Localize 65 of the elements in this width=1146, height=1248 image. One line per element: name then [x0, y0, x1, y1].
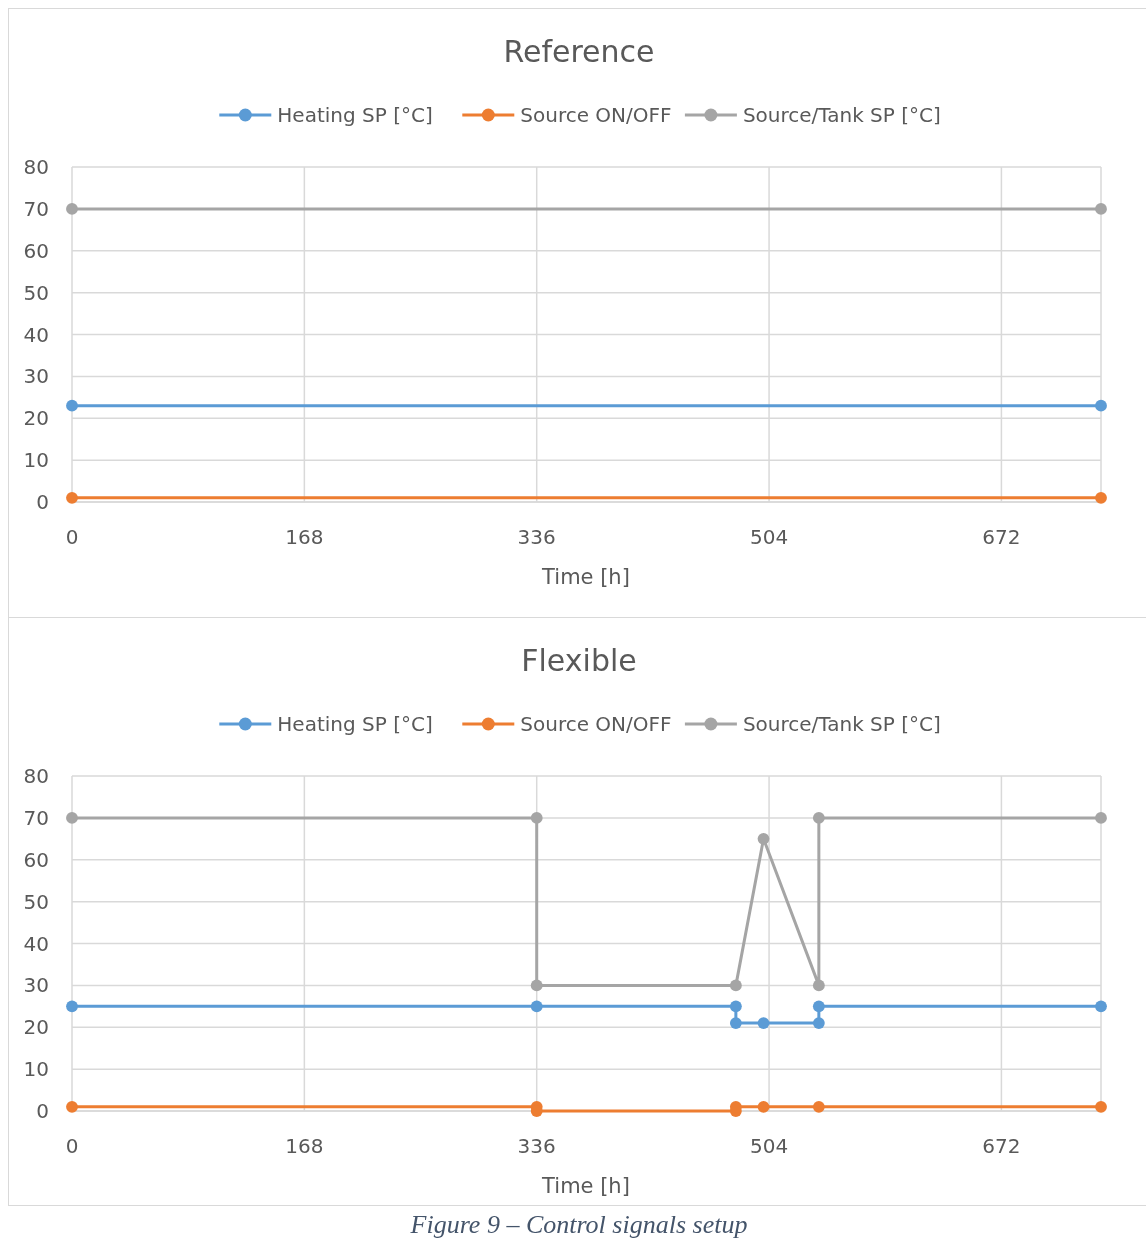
y-tick-label: 70 — [23, 196, 49, 221]
point — [66, 399, 78, 412]
x-axis-title: Time [h] — [541, 1174, 630, 1198]
legend-label: Source/Tank SP [°C] — [742, 103, 941, 127]
y-tick-label: 50 — [23, 280, 49, 305]
point — [66, 202, 78, 215]
y-tick-label: 60 — [23, 847, 49, 872]
chart-title: Reference — [503, 34, 655, 69]
point — [1095, 811, 1107, 824]
y-tick-label: 10 — [23, 448, 49, 473]
x-tick-label: 672 — [982, 525, 1021, 549]
x-tick-label: 168 — [285, 1134, 324, 1158]
point — [66, 491, 78, 504]
point — [812, 1017, 825, 1029]
point — [812, 811, 825, 824]
y-tick-label: 60 — [23, 238, 49, 263]
legend-label: Heating SP [°C] — [277, 712, 433, 736]
caption: Figure 9 – Control signals setup — [409, 1210, 748, 1239]
point — [530, 979, 543, 992]
x-tick-label: 336 — [517, 525, 556, 549]
x-tick-label: 504 — [749, 525, 789, 549]
y-tick-label: 20 — [23, 406, 49, 431]
x-tick-label: 0 — [65, 525, 79, 549]
legend-label: Heating SP [°C] — [277, 103, 433, 127]
legend-label: Source ON/OFF — [520, 712, 672, 736]
point — [66, 1000, 78, 1013]
x-tick-label: 168 — [285, 525, 324, 549]
legend-label: Source/Tank SP [°C] — [742, 712, 941, 736]
point — [729, 1017, 742, 1029]
point — [1095, 202, 1107, 215]
y-tick-label: 40 — [23, 931, 49, 956]
point — [1095, 1100, 1107, 1113]
x-tick-label: 0 — [65, 1134, 79, 1158]
y-tick-label: 30 — [23, 973, 49, 998]
y-tick-label: 70 — [23, 805, 49, 830]
point — [812, 1100, 825, 1113]
point — [757, 1017, 770, 1029]
point — [757, 832, 770, 845]
point — [66, 1100, 78, 1113]
point — [1095, 491, 1107, 504]
point — [1095, 1000, 1107, 1013]
y-tick-label: 10 — [23, 1057, 49, 1082]
point — [729, 979, 742, 992]
point — [757, 1100, 770, 1113]
y-tick-label: 80 — [23, 155, 49, 179]
point — [530, 811, 543, 824]
chart-title: Flexible — [521, 643, 637, 678]
point — [66, 811, 78, 824]
x-tick-label: 504 — [749, 1134, 789, 1158]
y-tick-label: 20 — [23, 1015, 49, 1040]
y-tick-label: 50 — [23, 889, 49, 914]
point — [1095, 399, 1107, 412]
x-tick-label: 672 — [982, 1134, 1021, 1158]
legend-label: Source ON/OFF — [520, 103, 672, 127]
y-tick-label: 40 — [23, 322, 49, 347]
y-tick-label: 0 — [36, 1099, 49, 1123]
y-tick-label: 80 — [23, 764, 49, 788]
point — [729, 1000, 742, 1013]
x-tick-label: 336 — [517, 1134, 556, 1158]
y-tick-label: 0 — [36, 490, 49, 514]
point — [530, 1000, 543, 1013]
point — [812, 979, 825, 992]
point — [812, 1000, 825, 1013]
y-tick-label: 30 — [23, 364, 49, 389]
x-axis-title: Time [h] — [541, 565, 630, 589]
